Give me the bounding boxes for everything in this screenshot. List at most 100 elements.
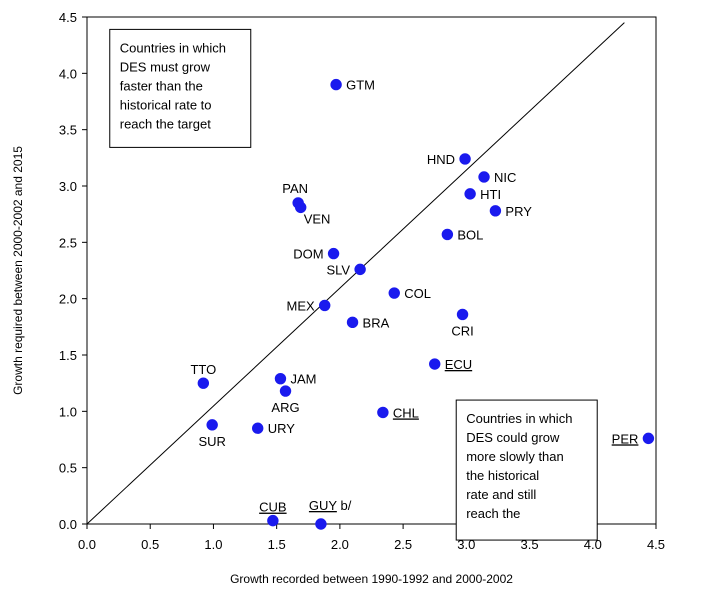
point-label-code: PRY bbox=[505, 204, 532, 219]
point-sur bbox=[206, 419, 218, 431]
point-label-code: BOL bbox=[457, 227, 483, 242]
top-left-note-line: reach the target bbox=[120, 116, 211, 131]
top-left-note-line: historical rate to bbox=[120, 97, 212, 112]
point-nic bbox=[478, 171, 490, 183]
point-label-code: NIC bbox=[494, 170, 516, 185]
point-gtm bbox=[330, 78, 342, 91]
point-ven bbox=[294, 201, 307, 214]
axes-layer: 0.0 0.5 1.0 1.5 2.0 2.5 3.0 3.5 4.0 4.5 0.0 0.5 1.0 1… bbox=[59, 10, 665, 552]
point-bra bbox=[346, 316, 359, 329]
point-label-dom: DOM bbox=[293, 247, 323, 262]
bottom-right-note-line: Countries in which bbox=[466, 411, 572, 426]
point-label-bra: BRA bbox=[363, 315, 390, 330]
x-tick-label: 0.0 bbox=[78, 537, 96, 552]
point-label-code: ARG bbox=[271, 400, 299, 415]
point-label-tto: TTO bbox=[190, 362, 216, 377]
point-label-slv: SLV bbox=[327, 262, 351, 277]
bottom-right-note-line: more slowly than bbox=[466, 449, 564, 464]
point-tto bbox=[197, 377, 210, 389]
point-label-code: BRA bbox=[363, 315, 390, 330]
point-label-ury: URY bbox=[268, 421, 296, 436]
x-tick-label: 2.0 bbox=[331, 537, 349, 552]
x-tick-label: 2.5 bbox=[394, 537, 412, 552]
point-label-code: GUY bbox=[309, 498, 338, 513]
y-tick-label: 2.0 bbox=[59, 292, 77, 307]
points-layer bbox=[197, 78, 655, 530]
point-label-pan: PAN bbox=[282, 181, 308, 196]
point-label-mex: MEX bbox=[287, 298, 316, 313]
point-label-per: PER bbox=[612, 431, 639, 446]
bottom-right-note-line: reach the bbox=[466, 506, 520, 521]
x-tick-label: 3.0 bbox=[457, 537, 475, 552]
point-label-code: URY bbox=[268, 421, 296, 436]
point-ecu bbox=[429, 358, 441, 370]
plot-frame bbox=[86, 16, 657, 525]
point-label-col: COL bbox=[404, 286, 431, 301]
point-label-suffix: b/ bbox=[337, 498, 352, 513]
point-cub bbox=[267, 514, 279, 527]
point-label-bol: BOL bbox=[457, 227, 483, 242]
y-tick-label: 0.5 bbox=[59, 461, 77, 476]
bottom-right-note-line: the historical bbox=[466, 468, 539, 483]
top-left-note-line: DES must grow bbox=[120, 59, 211, 74]
x-tick-label: 4.5 bbox=[647, 537, 665, 552]
point-label-jam: JAM bbox=[290, 372, 316, 387]
point-label-code: PAN bbox=[282, 181, 308, 196]
y-tick-label: 2.5 bbox=[59, 235, 77, 250]
point-label-code: CUB bbox=[259, 500, 286, 515]
point-slv bbox=[354, 263, 366, 276]
point-label-code: SLV bbox=[327, 262, 351, 277]
y-tick-label: 1.0 bbox=[59, 404, 77, 419]
point-jam bbox=[274, 372, 287, 385]
point-ury bbox=[252, 422, 264, 434]
point-label-hnd: HND bbox=[427, 152, 455, 167]
point-label-ven: VEN bbox=[304, 211, 331, 226]
point-mex bbox=[319, 299, 331, 312]
point-label-cri: CRI bbox=[451, 323, 473, 338]
point-label-code: ECU bbox=[445, 357, 472, 372]
top-left-note-box bbox=[109, 28, 252, 148]
point-arg bbox=[279, 385, 292, 397]
x-tick-label: 4.0 bbox=[584, 537, 602, 552]
y-tick-label: 0.0 bbox=[59, 517, 77, 532]
point-label-code: JAM bbox=[290, 372, 316, 387]
point-per bbox=[642, 432, 655, 445]
point-label-code: PER bbox=[612, 431, 639, 446]
point-label-chl: CHL bbox=[393, 405, 419, 420]
point-label-code: CRI bbox=[451, 323, 473, 338]
x-tick-label: 0.5 bbox=[141, 537, 159, 552]
point-hnd bbox=[459, 153, 471, 165]
point-label-ecu: ECU bbox=[445, 357, 472, 372]
y-axis-title: Growth required between 2000-2002 and 20… bbox=[11, 146, 25, 395]
point-label-code: SUR bbox=[198, 434, 225, 449]
point-label-code: COL bbox=[404, 286, 431, 301]
point-label-gtm: GTM bbox=[346, 78, 375, 93]
point-dom bbox=[327, 247, 340, 260]
point-pry bbox=[489, 205, 502, 217]
point-label-sur: SUR bbox=[198, 434, 225, 449]
point-label-code: MEX bbox=[287, 298, 316, 313]
annotation-layer: Countries in which DES must grow faster th… bbox=[109, 28, 598, 541]
top-left-note-line: faster than the bbox=[120, 78, 203, 93]
point-labels-layer: GTM HND NIC HTI PRY PAN VEN BOL DOM SLV COL MEX CRI B… bbox=[190, 78, 638, 515]
point-chl bbox=[377, 406, 389, 419]
y-tick-label: 3.5 bbox=[59, 123, 77, 138]
point-label-code: CHL bbox=[393, 405, 419, 420]
point-label-code: TTO bbox=[190, 362, 216, 377]
y-tick-label: 4.5 bbox=[59, 10, 77, 25]
point-label-code: HTI bbox=[480, 187, 501, 202]
point-label-code: DOM bbox=[293, 247, 323, 262]
x-tick-label: 3.5 bbox=[521, 537, 539, 552]
point-label-code: GTM bbox=[346, 78, 375, 93]
point-hti bbox=[464, 188, 476, 200]
y-tick-label: 4.0 bbox=[59, 66, 77, 81]
point-guy bbox=[315, 518, 327, 530]
x-axis-title: Growth recorded between 1990-1992 and 20… bbox=[230, 572, 513, 586]
point-label-code: HND bbox=[427, 152, 455, 167]
x-tick-label: 1.5 bbox=[268, 537, 286, 552]
point-label-arg: ARG bbox=[271, 400, 299, 415]
point-label-nic: NIC bbox=[494, 170, 516, 185]
point-bol bbox=[441, 228, 454, 241]
reference-line bbox=[86, 22, 625, 525]
